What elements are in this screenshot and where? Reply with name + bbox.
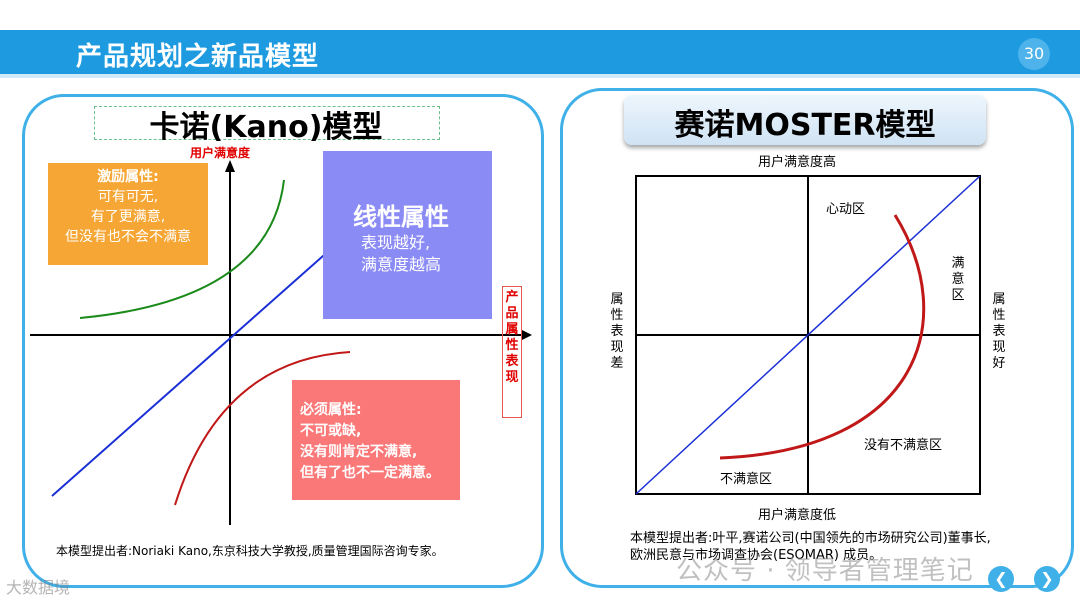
kano-x-arrowhead [522, 330, 532, 340]
moster-diagonal [635, 175, 981, 495]
moster-satisfaction-curve [719, 214, 926, 460]
kano-y-axis-label: 用户满意度 [190, 146, 251, 160]
page-title: 产品规划之新品模型 [76, 42, 320, 72]
kano-author-note: 本模型提出者:Noriaki Kano,东京科技大学教授,质量管理国际咨询专家。 [56, 544, 444, 558]
moster-top-label: 用户满意度高 [758, 155, 837, 170]
header-stripe [0, 74, 1080, 78]
moster-author-note: 本模型提出者:叶平,赛诺公司(中国领先的市场研究公司)董事长, 欧洲民意与市场调… [630, 530, 991, 564]
must-attribute-title: 必须属性: [300, 402, 362, 418]
moster-bottom-label: 用户满意度低 [758, 508, 837, 523]
kano-x-axis-label-frame [502, 286, 522, 418]
linear-attribute-line: 表现越好, [361, 233, 431, 252]
excite-curve [79, 179, 285, 319]
excite-attribute-line: 但没有也不会不满意 [65, 229, 191, 245]
chevron-right-icon: ❯ [1040, 569, 1054, 588]
must-attribute-box: 必须属性: 不可或缺, 没有则肯定不满意, 但有了也不一定满意。 [292, 380, 460, 500]
watermark-left: 大数据境 [6, 578, 71, 597]
kano-title-frame [94, 106, 440, 140]
linear-attribute-line: 满意度越高 [361, 255, 442, 274]
page-number-badge: 30 [1018, 38, 1050, 70]
kano-y-arrowhead [225, 160, 235, 172]
watermark-right: 公众号 · 领导者管理笔记 [676, 556, 974, 586]
linear-attribute-box: 线性属性 表现越好, 满意度越高 [323, 151, 492, 319]
kano-x-axis-label: 产品属性表现 [505, 290, 519, 385]
excite-attribute-line: 可有可无, [97, 189, 159, 205]
header-bar [0, 30, 1080, 74]
moster-left-label: 属性表现差 [610, 292, 624, 371]
prev-slide-button[interactable]: ❮ [988, 566, 1014, 592]
moster-note-line: 本模型提出者:叶平,赛诺公司(中国领先的市场研究公司)董事长, [630, 531, 991, 546]
moster-panel [560, 88, 1074, 588]
kano-title: 卡诺(Kano)模型 [149, 110, 383, 145]
must-attribute-line: 没有则肯定不满意, [300, 444, 418, 460]
must-attribute-line: 但有了也不一定满意。 [300, 465, 440, 481]
must-attribute-line: 不可或缺, [300, 423, 362, 439]
zone-satisfied-label: 满意区 [951, 256, 965, 303]
zone-heart-label: 心动区 [826, 202, 866, 217]
moster-right-label: 属性表现好 [992, 292, 1006, 371]
excite-attribute-line: 有了更满意, [90, 209, 166, 225]
linear-attribute-title: 线性属性 [353, 203, 449, 231]
zone-no-dissatisfied-label: 没有不满意区 [864, 438, 943, 453]
zone-dissatisfied-label: 不满意区 [720, 472, 773, 487]
next-slide-button[interactable]: ❯ [1034, 566, 1060, 592]
must-curve [174, 351, 351, 506]
excite-attribute-title: 激励属性: [97, 169, 159, 185]
chevron-left-icon: ❮ [994, 569, 1008, 588]
moster-title-frame [624, 95, 986, 145]
excite-attribute-box: 激励属性: 可有可无, 有了更满意, 但没有也不会不满意 [48, 163, 208, 265]
moster-title: 赛诺MOSTER模型 [674, 108, 936, 143]
moster-note-line: 欧洲民意与市场调查协会(ESOMAR) 成员。 [630, 548, 883, 563]
